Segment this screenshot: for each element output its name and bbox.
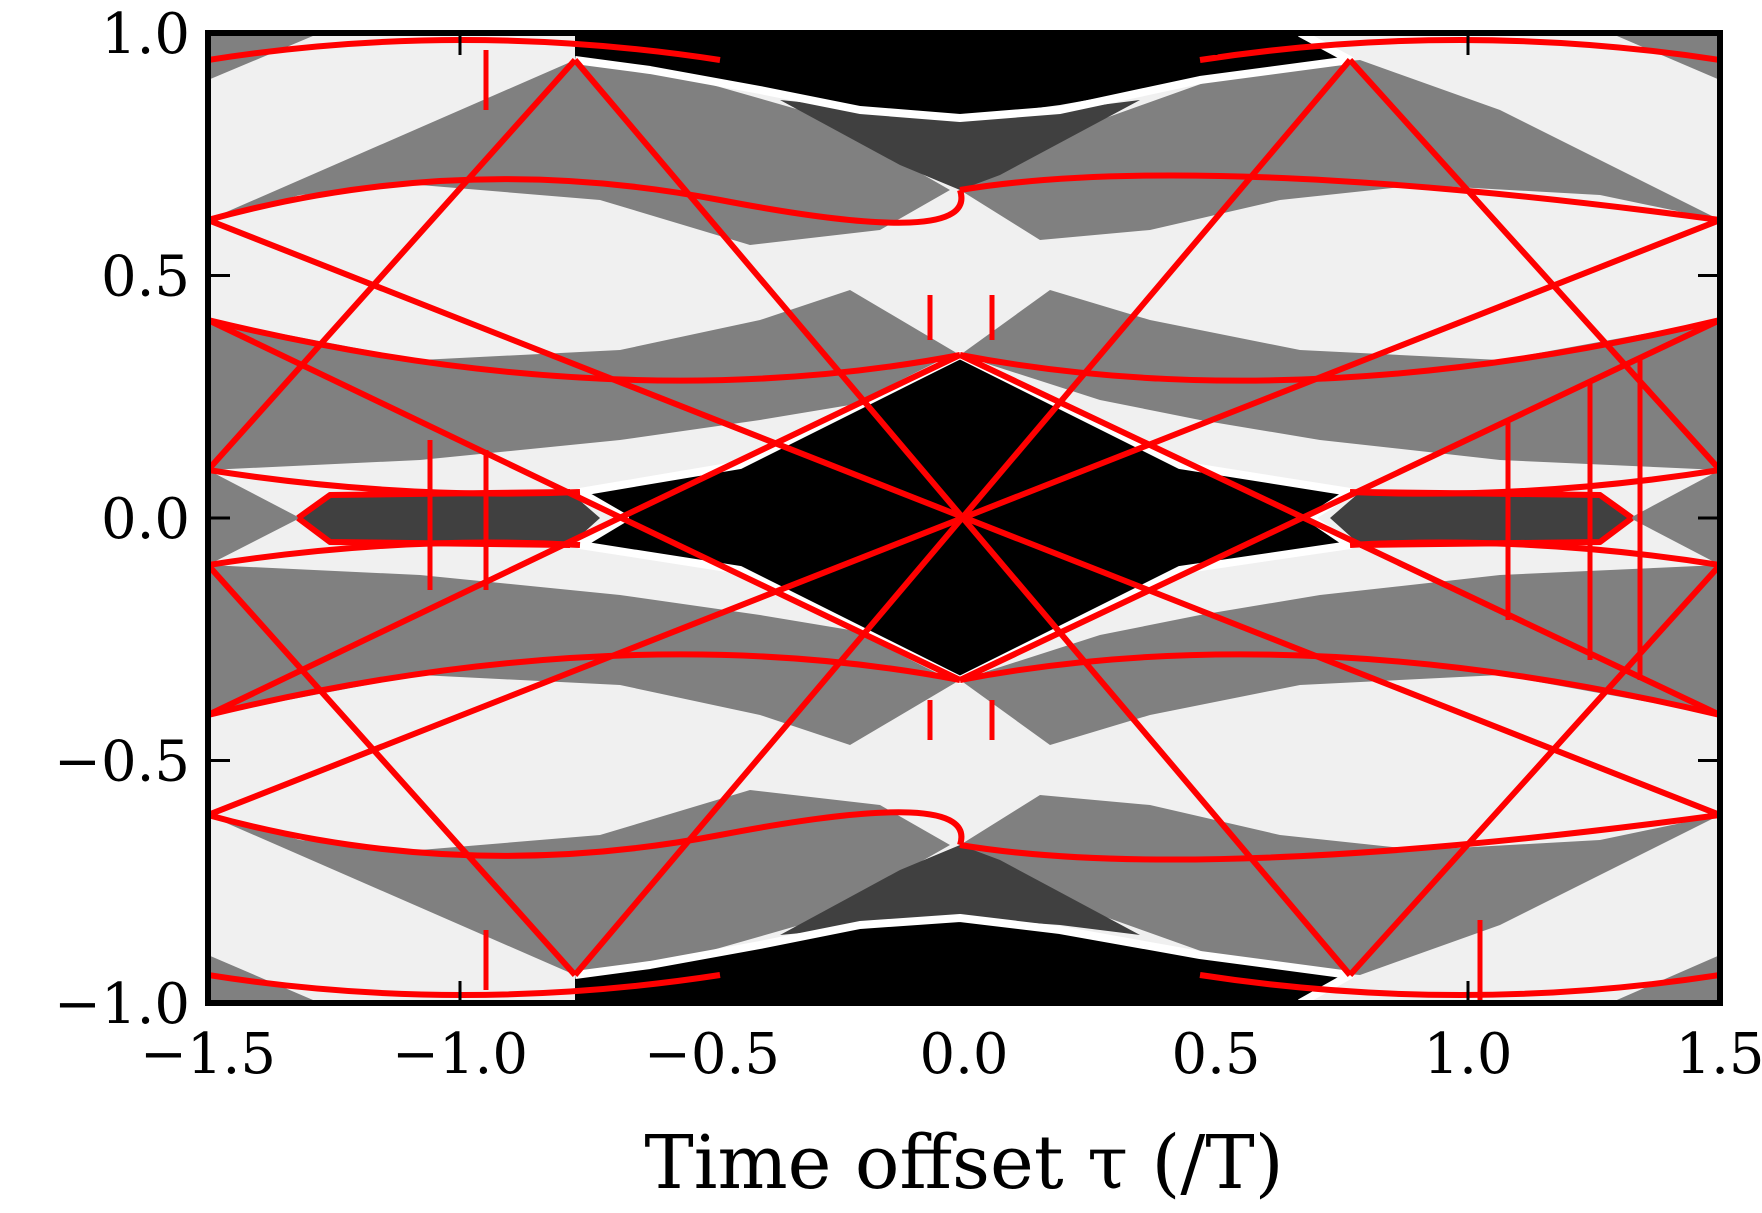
red-curve-6 bbox=[959, 651, 1720, 718]
red-curve-4 bbox=[959, 317, 1720, 384]
red-curve-12 bbox=[1199, 972, 1720, 998]
red-curve-17 bbox=[208, 467, 581, 497]
gray-region-left-edge bbox=[208, 470, 300, 565]
dark-region-bottom-center bbox=[780, 845, 1140, 935]
dark-region-left bbox=[298, 492, 600, 545]
red-curve-10 bbox=[1199, 37, 1720, 63]
red-diagonal-4 bbox=[208, 217, 1720, 818]
red-diagonal-9 bbox=[208, 57, 578, 473]
x-tick-label: −1.5 bbox=[140, 1022, 276, 1087]
y-tick-label: −1.0 bbox=[54, 972, 190, 1037]
red-diagonal-7 bbox=[208, 352, 962, 718]
gray-region-upper-left bbox=[208, 60, 950, 245]
dark-region-right bbox=[1330, 492, 1632, 545]
x-tick-label: −0.5 bbox=[644, 1022, 780, 1087]
black-region-bottom bbox=[575, 918, 1350, 1003]
x-tick-label: 0.5 bbox=[1171, 1022, 1260, 1087]
dark-regions bbox=[298, 100, 1632, 935]
x-tick-label: 1.5 bbox=[1675, 1022, 1762, 1087]
y-tick-label: −0.5 bbox=[54, 730, 190, 795]
y-tick-label: 0.0 bbox=[101, 487, 190, 552]
red-curve-1 bbox=[208, 176, 965, 226]
x-tick-label: 1.0 bbox=[1423, 1022, 1512, 1087]
red-diagonal-5 bbox=[208, 317, 962, 683]
gray-region-far-right-top bbox=[1610, 33, 1720, 80]
x-tick-label: 0.0 bbox=[919, 1022, 1008, 1087]
red-curve-3 bbox=[208, 317, 961, 384]
x-axis-label: Time offset τ (/T) bbox=[644, 1120, 1283, 1206]
gray-region-lower-right bbox=[960, 795, 1720, 975]
x-tick-label: −1.0 bbox=[392, 1022, 528, 1087]
gray-region-far-left-top bbox=[208, 33, 320, 80]
y-tick-label: 0.5 bbox=[101, 245, 190, 310]
red-curve-7 bbox=[208, 809, 965, 859]
red-curve-5 bbox=[208, 651, 961, 718]
red-diagonal-8 bbox=[958, 317, 1720, 683]
y-tick-label: 1.0 bbox=[101, 2, 190, 67]
red-curve-8 bbox=[959, 812, 1720, 863]
black-region-top bbox=[575, 33, 1350, 118]
red-curve-9 bbox=[208, 37, 721, 63]
gray-region-lower-left bbox=[208, 790, 950, 975]
dark-region-top-center bbox=[780, 100, 1140, 190]
x-axis-ticks: −1.5 −1.0 −0.5 0.0 0.5 1.0 1.5 bbox=[140, 33, 1762, 1087]
red-vertical-segments bbox=[427, 50, 1643, 1000]
red-curve-2 bbox=[959, 172, 1720, 223]
gray-region-far-left-bottom bbox=[208, 955, 320, 1003]
red-diagonal-10 bbox=[1347, 57, 1720, 473]
red-diagonal-12 bbox=[1347, 562, 1720, 978]
plot-area bbox=[208, 33, 1720, 1003]
red-diagonal-11 bbox=[208, 562, 578, 978]
red-curve-19 bbox=[1349, 467, 1720, 497]
red-curve-18 bbox=[208, 539, 581, 568]
white-boundary-top bbox=[574, 33, 1354, 122]
red-boundaries bbox=[208, 37, 1720, 998]
red-diagonal-6 bbox=[958, 352, 1720, 718]
gray-region-right-edge bbox=[1630, 470, 1720, 565]
white-boundary-bottom bbox=[574, 914, 1354, 1003]
red-curve-20 bbox=[1349, 539, 1720, 568]
y-axis-ticks: −1.0 −0.5 0.0 0.5 1.0 bbox=[54, 2, 1720, 1037]
gray-region-far-right-bottom bbox=[1610, 955, 1720, 1003]
red-curve-11 bbox=[208, 972, 721, 998]
gray-region-upper-right bbox=[960, 60, 1720, 240]
